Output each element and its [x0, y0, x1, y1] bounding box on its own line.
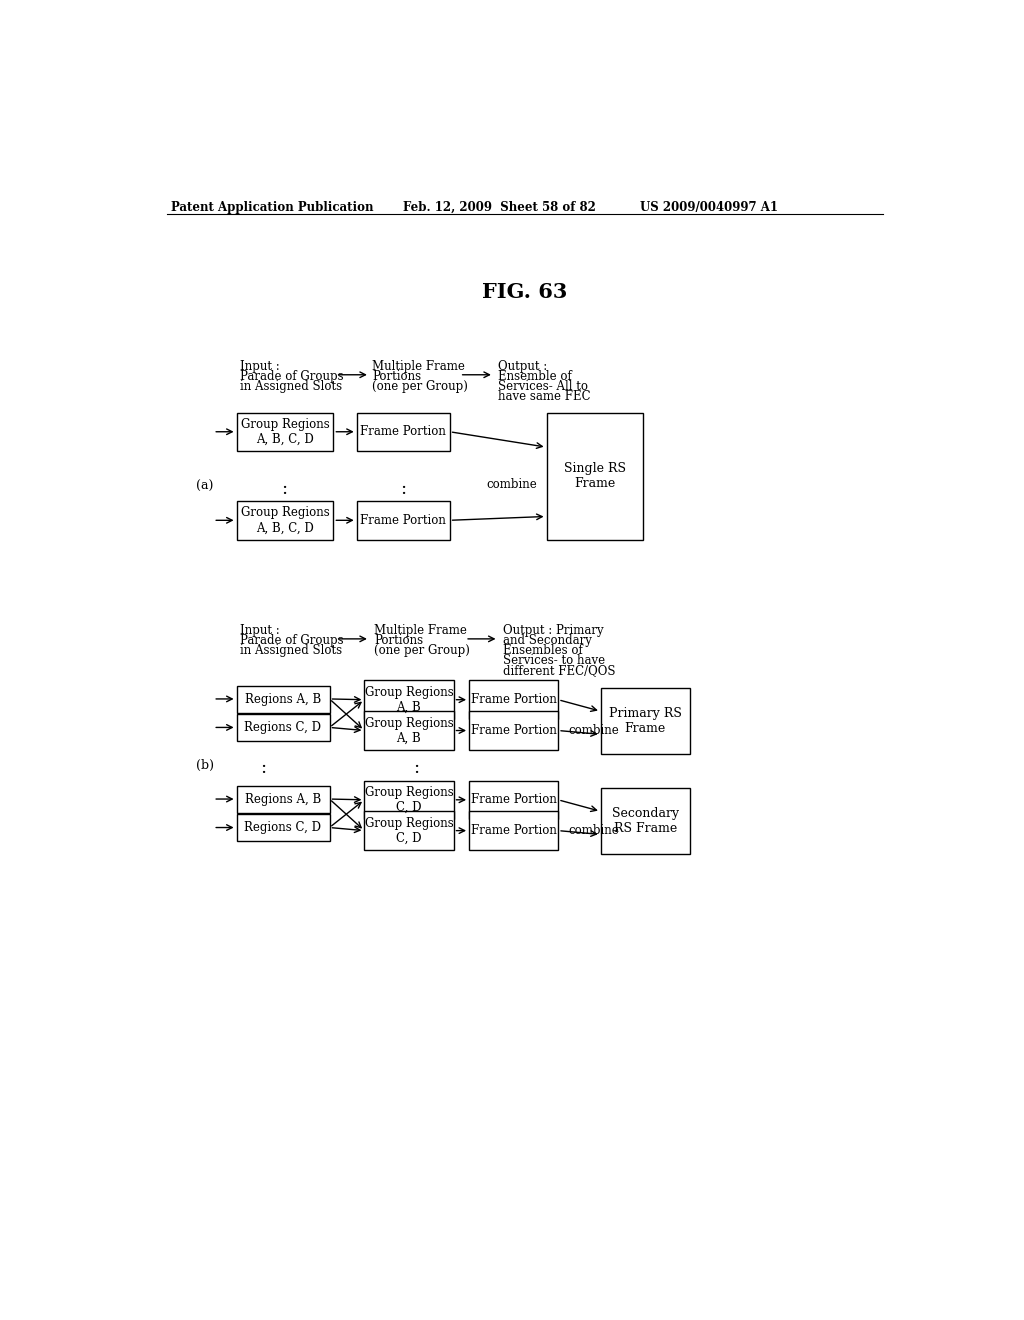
Text: Frame Portion: Frame Portion: [360, 513, 446, 527]
Bar: [547, 413, 643, 540]
Text: Ensemble of: Ensemble of: [499, 370, 572, 383]
Text: Services- All to: Services- All to: [499, 380, 589, 393]
Text: US 2009/0040997 A1: US 2009/0040997 A1: [640, 201, 777, 214]
Text: Frame Portion: Frame Portion: [360, 425, 446, 438]
Text: in Assigned Slots: in Assigned Slots: [241, 644, 342, 657]
Bar: [356, 502, 450, 540]
Text: Group Regions
A, B, C, D: Group Regions A, B, C, D: [241, 507, 330, 535]
Bar: [469, 812, 558, 850]
Text: Feb. 12, 2009  Sheet 58 of 82: Feb. 12, 2009 Sheet 58 of 82: [403, 201, 596, 214]
Text: Multiple Frame: Multiple Frame: [372, 360, 465, 374]
Text: (b): (b): [197, 759, 214, 772]
Text: Group Regions
A, B: Group Regions A, B: [365, 717, 454, 744]
Text: Regions A, B: Regions A, B: [245, 693, 322, 706]
Text: combine: combine: [568, 825, 618, 837]
Text: Frame Portion: Frame Portion: [471, 693, 556, 706]
Bar: [356, 412, 450, 451]
Text: in Assigned Slots: in Assigned Slots: [241, 380, 342, 393]
Text: Input :: Input :: [241, 624, 281, 638]
Bar: [237, 502, 334, 540]
Bar: [469, 681, 558, 719]
Text: Output :: Output :: [499, 360, 548, 374]
Text: Parade of Groups: Parade of Groups: [241, 635, 344, 647]
Text: Portions: Portions: [375, 635, 424, 647]
Text: Group Regions
A, B: Group Regions A, B: [365, 685, 454, 714]
Bar: [237, 714, 330, 742]
Text: combine: combine: [486, 478, 537, 491]
Text: Patent Application Publication: Patent Application Publication: [171, 201, 373, 214]
Text: FIG. 63: FIG. 63: [482, 281, 567, 301]
Bar: [365, 812, 454, 850]
Text: Regions C, D: Regions C, D: [245, 721, 322, 734]
Bar: [237, 412, 334, 451]
Text: Output : Primary: Output : Primary: [503, 624, 604, 638]
Text: (one per Group): (one per Group): [375, 644, 470, 657]
Text: Regions A, B: Regions A, B: [245, 793, 322, 807]
Text: Services- to have: Services- to have: [503, 655, 605, 668]
Text: Group Regions
C, D: Group Regions C, D: [365, 817, 454, 845]
Bar: [237, 814, 330, 841]
Text: Input :: Input :: [241, 360, 281, 374]
Text: Ensembles of: Ensembles of: [503, 644, 583, 657]
Bar: [365, 711, 454, 750]
Text: Secondary
RS Frame: Secondary RS Frame: [611, 807, 679, 836]
Text: :: :: [282, 480, 288, 498]
Text: Frame Portion: Frame Portion: [471, 723, 556, 737]
Text: :: :: [260, 759, 266, 777]
Bar: [365, 681, 454, 719]
Text: Portions: Portions: [372, 370, 421, 383]
Text: Single RS
Frame: Single RS Frame: [564, 462, 626, 490]
Text: :: :: [414, 759, 420, 777]
Bar: [601, 788, 690, 854]
Bar: [469, 780, 558, 818]
Text: Group Regions
C, D: Group Regions C, D: [365, 785, 454, 814]
Text: Frame Portion: Frame Portion: [471, 793, 556, 807]
Bar: [237, 686, 330, 713]
Bar: [469, 711, 558, 750]
Text: Frame Portion: Frame Portion: [471, 824, 556, 837]
Text: have same FEC: have same FEC: [499, 391, 591, 403]
Text: Parade of Groups: Parade of Groups: [241, 370, 344, 383]
Bar: [237, 785, 330, 813]
Text: combine: combine: [568, 725, 618, 738]
Text: Primary RS
Frame: Primary RS Frame: [609, 708, 682, 735]
Text: (a): (a): [197, 480, 214, 494]
Text: Regions C, D: Regions C, D: [245, 821, 322, 834]
Bar: [601, 688, 690, 754]
Text: and Secondary: and Secondary: [503, 635, 592, 647]
Text: (one per Group): (one per Group): [372, 380, 468, 393]
Text: :: :: [400, 480, 407, 498]
Text: Multiple Frame: Multiple Frame: [375, 624, 467, 638]
Bar: [365, 780, 454, 818]
Text: different FEC/QOS: different FEC/QOS: [503, 664, 615, 677]
Text: Group Regions
A, B, C, D: Group Regions A, B, C, D: [241, 417, 330, 446]
